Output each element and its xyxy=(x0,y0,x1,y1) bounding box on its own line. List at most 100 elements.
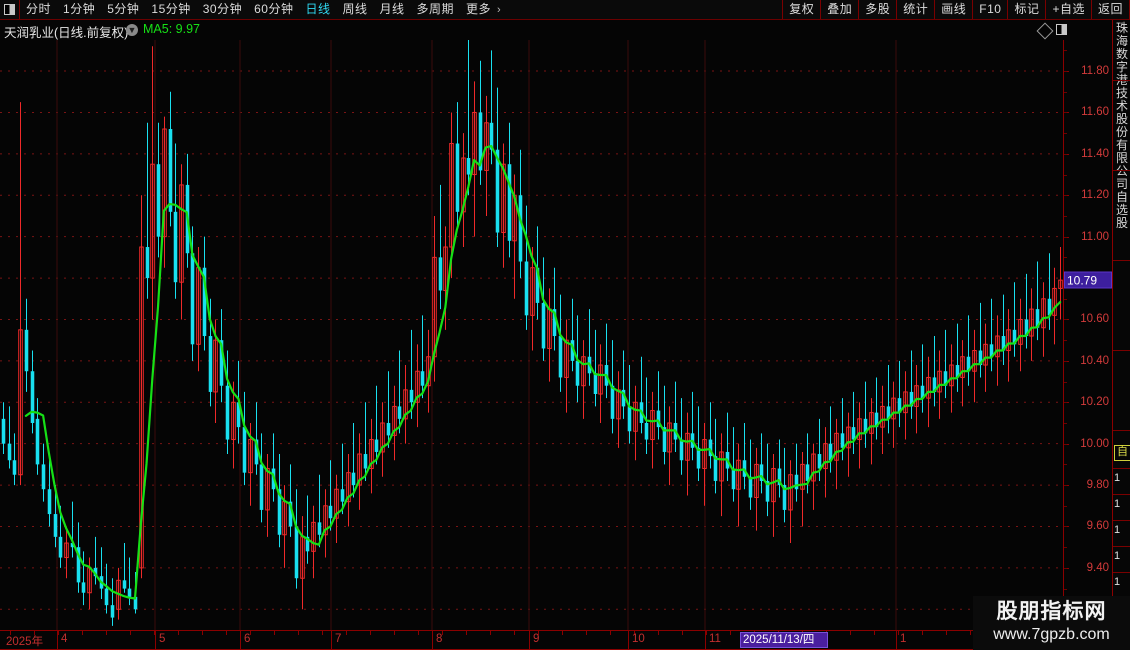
date-minor-tick xyxy=(538,631,539,635)
date-minor-tick xyxy=(178,631,179,635)
price-tick-4: 11.00 xyxy=(1081,230,1109,243)
price-minor-tick xyxy=(1064,112,1067,114)
date-minor-tick xyxy=(154,631,155,635)
chevron-down-icon[interactable]: ▼ xyxy=(126,24,138,36)
date-minor-tick xyxy=(682,631,683,635)
period-tab-6[interactable]: 日线 xyxy=(305,2,331,16)
tool-button-5[interactable]: F10 xyxy=(979,2,1002,16)
period-tab-1[interactable]: 1分钟 xyxy=(63,2,96,16)
tool-button-0[interactable]: 复权 xyxy=(789,2,815,16)
date-minor-tick xyxy=(346,631,347,635)
rail-row-divider xyxy=(1113,546,1130,547)
period-tab-8[interactable]: 月线 xyxy=(379,2,405,16)
date-minor-tick xyxy=(394,631,395,635)
price-minor-tick xyxy=(1064,174,1067,176)
crosshair-date-badge: 2025/11/13/四 xyxy=(740,632,828,648)
date-label-5: 8 xyxy=(436,633,443,645)
toolbar-divider-3 xyxy=(896,0,898,19)
price-minor-tick xyxy=(1064,91,1067,93)
right-side-panel[interactable]: 珠海数字港技术股份有限公司自选股1111111自 xyxy=(1112,20,1130,650)
panel-layout-icon-right[interactable] xyxy=(1056,24,1067,35)
date-minor-tick xyxy=(706,631,707,635)
tool-button-8[interactable]: 返回 xyxy=(1097,2,1123,16)
date-minor-tick xyxy=(610,631,611,635)
period-tab-group: 分时 1分钟 5分钟 15分钟 30分钟 60分钟 日线 周线 月线 多周期 更多 › xyxy=(20,0,505,19)
watermark: 股朋指标网 www.7gpzb.com xyxy=(973,596,1130,650)
rail-highlight-badge[interactable]: 自 xyxy=(1114,445,1130,461)
date-separator-3 xyxy=(331,631,332,650)
date-separator-2 xyxy=(240,631,241,650)
tool-button-1[interactable]: 叠加 xyxy=(827,2,853,16)
rail-row-divider xyxy=(1113,572,1130,573)
date-label-1: 4 xyxy=(61,633,68,645)
date-label-9: 1 xyxy=(900,633,907,645)
rail-list-item-4[interactable]: 1 xyxy=(1114,576,1121,588)
date-label-8: 11 xyxy=(709,633,721,645)
date-minor-tick xyxy=(10,631,11,635)
tool-button-2[interactable]: 多股 xyxy=(865,2,891,16)
date-minor-tick xyxy=(298,631,299,635)
date-minor-tick xyxy=(274,631,275,635)
price-axis[interactable]: 11.80 11.60 11.40 11.20 11.00 10.60 10.40 10.20… xyxy=(1063,40,1112,631)
period-tab-4[interactable]: 30分钟 xyxy=(202,2,243,16)
toolbar-right-group: 复权 叠加 多股 统计 画线 F10 标记 +自选 返回 xyxy=(782,0,1130,19)
price-minor-tick xyxy=(1064,340,1067,342)
rail-vertical-label: 珠海数字港技术股份有限公司自选股 xyxy=(1115,21,1128,230)
price-minor-tick xyxy=(1064,195,1067,197)
date-minor-tick xyxy=(34,631,35,635)
period-tab-9[interactable]: 多周期 xyxy=(416,2,455,16)
rail-list-item-2[interactable]: 1 xyxy=(1114,524,1121,536)
chevron-right-icon[interactable]: › xyxy=(497,3,501,16)
toolbar-divider-5 xyxy=(972,0,974,19)
date-minor-tick xyxy=(106,631,107,635)
price-minor-tick xyxy=(1064,215,1067,217)
period-tab-0[interactable]: 分时 xyxy=(26,2,52,16)
tool-button-3[interactable]: 统计 xyxy=(903,2,929,16)
price-tick-2: 11.40 xyxy=(1081,147,1109,160)
date-minor-tick xyxy=(466,631,467,635)
tool-button-6[interactable]: 标记 xyxy=(1014,2,1040,16)
price-minor-tick xyxy=(1064,360,1067,362)
price-minor-tick xyxy=(1064,257,1067,259)
tool-button-4[interactable]: 画线 xyxy=(941,2,967,16)
date-separator-5 xyxy=(529,631,530,650)
price-minor-tick xyxy=(1064,50,1067,52)
panel-layout-icon[interactable] xyxy=(0,0,19,19)
date-minor-tick xyxy=(58,631,59,635)
toolbar-divider-6 xyxy=(1007,0,1009,19)
page-title: 天润乳业(日线.前复权) xyxy=(4,26,129,40)
rail-list-item-1[interactable]: 1 xyxy=(1114,498,1121,510)
price-tick-6: 10.60 xyxy=(1080,313,1109,326)
date-separator-4 xyxy=(432,631,433,650)
date-label-4: 7 xyxy=(335,633,342,645)
date-minor-tick xyxy=(490,631,491,635)
price-minor-tick xyxy=(1064,443,1067,445)
period-tab-3[interactable]: 15分钟 xyxy=(151,2,191,16)
tool-button-7[interactable]: +自选 xyxy=(1052,2,1085,16)
date-minor-tick xyxy=(442,631,443,635)
period-tab-5[interactable]: 60分钟 xyxy=(254,2,294,16)
price-minor-tick xyxy=(1064,567,1067,569)
toolbar-left-group: 分时 1分钟 5分钟 15分钟 30分钟 60分钟 日线 周线 月线 多周期 更多 › xyxy=(0,0,505,19)
rail-list-item-0[interactable]: 1 xyxy=(1114,472,1121,484)
date-separator-0 xyxy=(57,631,58,650)
date-label-2: 5 xyxy=(159,633,166,645)
price-tick-8: 10.20 xyxy=(1080,396,1109,409)
date-separator-7 xyxy=(705,631,706,650)
date-axis[interactable]: 2025年 4 5 6 7 8 9 10 11 1 2025/11/13/四 xyxy=(0,630,1063,650)
rail-section-divider-2 xyxy=(1113,260,1130,261)
period-tab-7[interactable]: 周线 xyxy=(342,2,368,16)
rail-section-divider-4 xyxy=(1113,430,1130,431)
price-tick-10: 9.80 xyxy=(1086,479,1109,492)
date-minor-tick xyxy=(658,631,659,635)
period-tab-2[interactable]: 5分钟 xyxy=(107,2,140,16)
ma5-readout: MA5: 9.97 xyxy=(143,22,200,36)
date-minor-tick xyxy=(730,631,731,635)
candlestick-plot[interactable] xyxy=(0,40,1063,630)
rail-list-item-3[interactable]: 1 xyxy=(1114,550,1121,562)
price-minor-tick xyxy=(1064,71,1067,73)
date-minor-tick xyxy=(202,631,203,635)
price-tick-7: 10.40 xyxy=(1080,354,1109,367)
period-tab-10[interactable]: 更多 xyxy=(466,2,492,16)
date-minor-tick xyxy=(946,631,947,635)
